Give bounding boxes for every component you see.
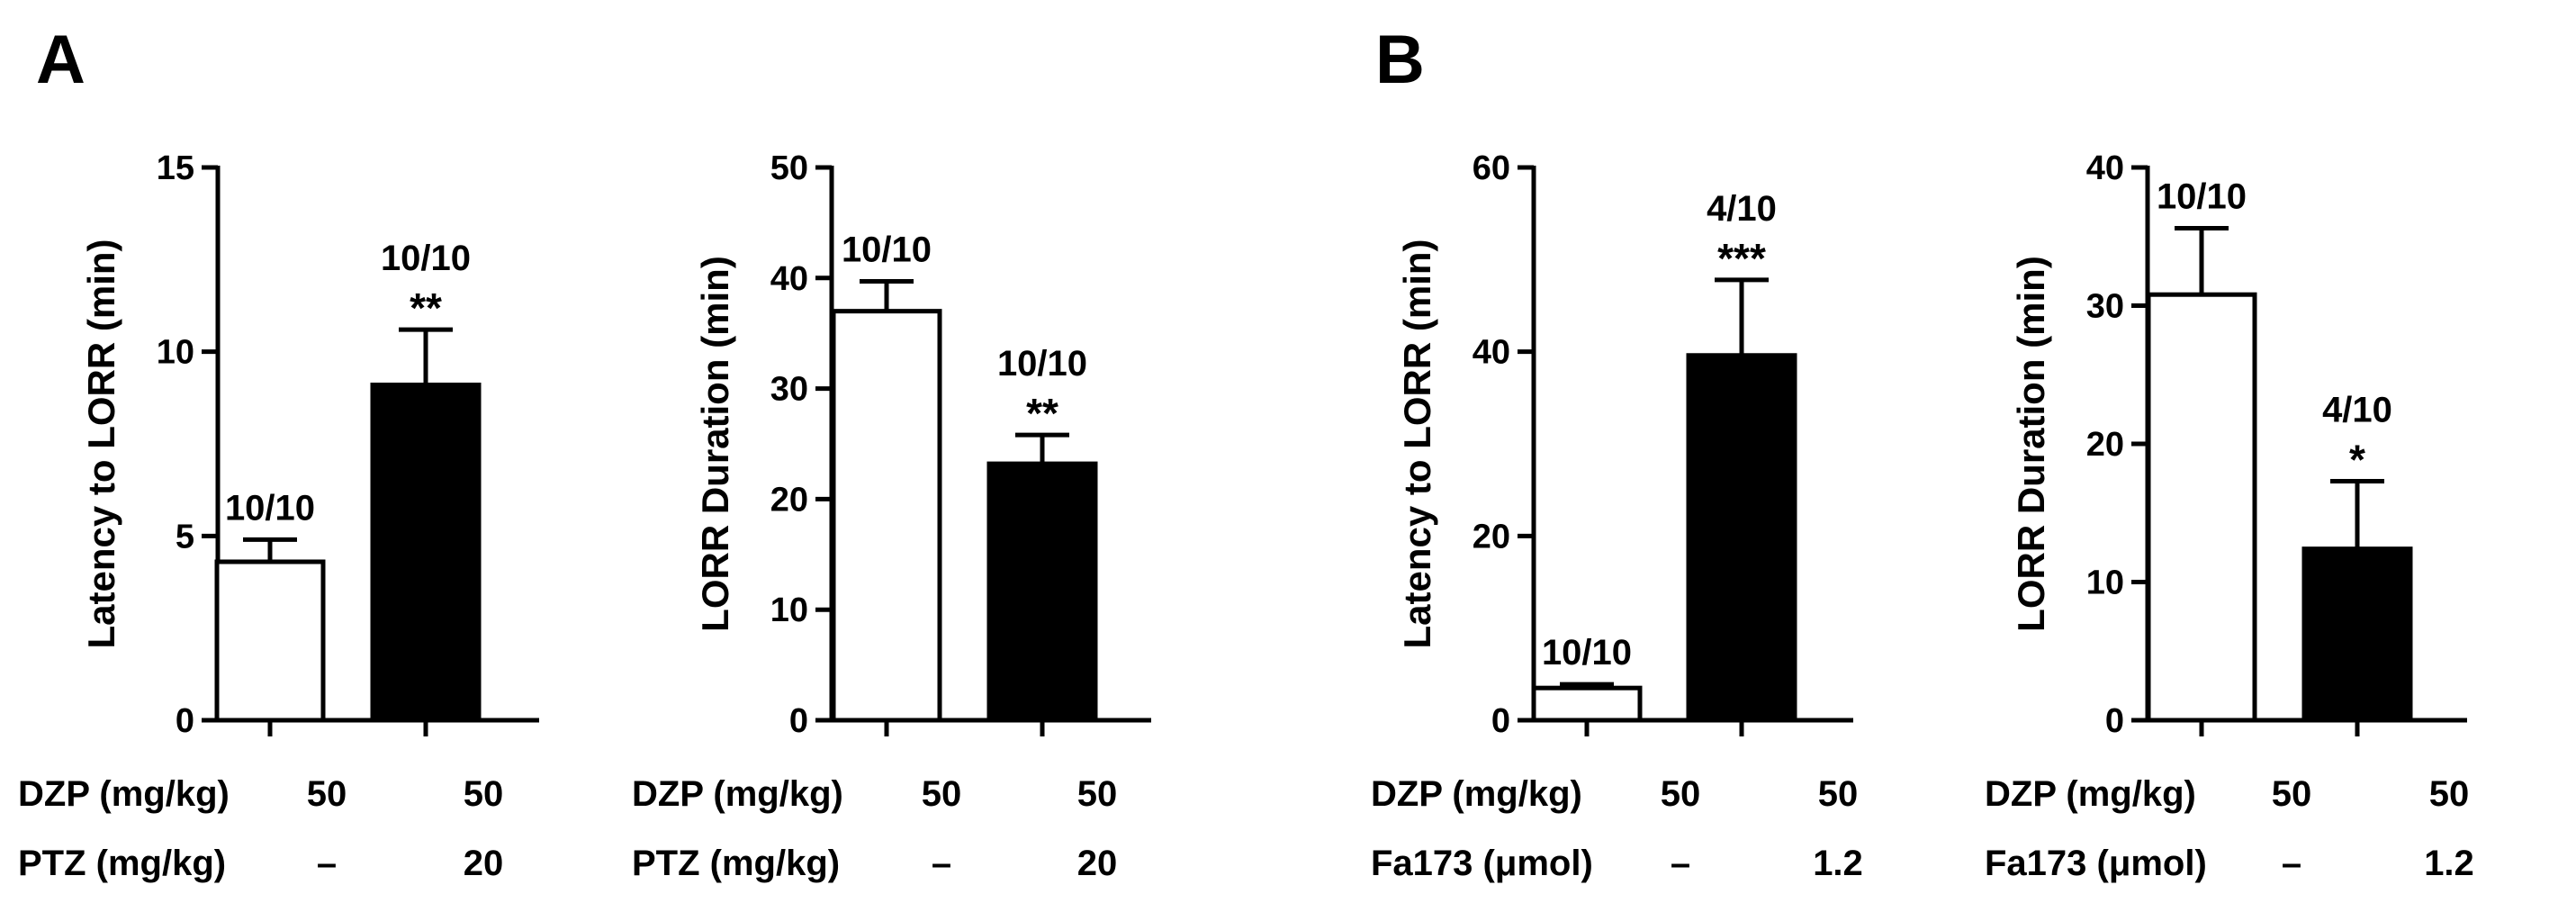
panels-layer: A 0 5 10 15 Latency to LORR (min) 10/10 ** 10/10… [18, 22, 2474, 883]
bar [1686, 353, 1797, 723]
bar-group: 10/10 [214, 488, 326, 736]
response-ratio-label: 10/10 [225, 488, 315, 528]
y-tick-label: 10 [770, 591, 808, 629]
condition-row-label: PTZ (mg/kg) [632, 844, 840, 883]
y-tick-label: 60 [1473, 149, 1510, 187]
condition-row-label: Fa173 (μmol) [1985, 844, 2207, 883]
significance-marker: *** [1717, 235, 1766, 282]
condition-row-label: DZP (mg/kg) [632, 774, 843, 814]
bar-group: ** 10/10 [370, 239, 482, 736]
y-tick-label: 20 [770, 481, 808, 519]
bar [1531, 685, 1643, 723]
condition-row-value: 20 [1077, 844, 1118, 883]
condition-row-value: – [317, 844, 337, 883]
condition-row-value: 50 [2272, 774, 2312, 814]
condition-row-value: 50 [2429, 774, 2470, 814]
y-tick-label: 5 [176, 518, 194, 555]
bar [370, 383, 482, 723]
y-tick-label: 0 [2105, 702, 2124, 740]
condition-row-value: 50 [464, 774, 504, 814]
y-tick-label: 20 [2086, 426, 2124, 464]
significance-marker: * [2349, 436, 2365, 483]
response-ratio-label: 4/10 [2322, 390, 2392, 429]
bar-group: *** 4/10 [1686, 189, 1797, 736]
condition-row-label: PTZ (mg/kg) [18, 844, 226, 883]
condition-row-value: 50 [1077, 774, 1118, 814]
significance-marker: ** [1026, 390, 1058, 437]
bar-chart: 0 20 40 60 Latency to LORR (min) 10/10 *** 4/10… [1371, 149, 1863, 883]
condition-row-value: 50 [1661, 774, 1701, 814]
response-ratio-label: 10/10 [842, 230, 932, 269]
bar [214, 559, 326, 723]
response-ratio-label: 10/10 [1542, 633, 1632, 673]
bar [831, 309, 942, 723]
panel-letter: A [36, 22, 86, 98]
y-tick-label: 40 [2086, 149, 2124, 187]
significance-marker: ** [410, 284, 442, 331]
bar-chart: 0 10 20 30 40 LORR Duration (min) 10/10 * 4/10 DZ… [1985, 149, 2474, 883]
panel-b: B 0 20 40 60 Latency to LORR (min) 10/10 *** 4/1… [1371, 22, 2474, 883]
y-tick-label: 0 [176, 702, 194, 740]
condition-row-label: DZP (mg/kg) [1371, 774, 1582, 814]
y-axis-title: LORR Duration (min) [2010, 256, 2052, 632]
bar-group: * 4/10 [2301, 390, 2413, 736]
bar-group: ** 10/10 [986, 344, 1098, 736]
y-tick-label: 0 [789, 702, 808, 740]
condition-row-value: 20 [464, 844, 504, 883]
y-tick-label: 40 [1473, 334, 1510, 372]
y-axis-title: Latency to LORR (min) [1396, 239, 1438, 648]
y-tick-label: 10 [157, 334, 194, 372]
bar [986, 461, 1098, 723]
condition-row-value: 50 [922, 774, 962, 814]
y-axis-title: Latency to LORR (min) [80, 239, 122, 648]
condition-row-value: – [1671, 844, 1690, 883]
condition-row-label: Fa173 (μmol) [1371, 844, 1593, 883]
y-tick-label: 10 [2086, 564, 2124, 602]
panel-a: A 0 5 10 15 Latency to LORR (min) 10/10 ** 10/10… [18, 22, 1151, 883]
condition-row-value: – [932, 844, 951, 883]
y-tick-label: 30 [770, 371, 808, 409]
y-tick-label: 20 [1473, 518, 1510, 555]
y-tick-label: 40 [770, 260, 808, 298]
bar [2146, 292, 2257, 723]
bar-group: 10/10 [1531, 633, 1643, 736]
condition-row-label: DZP (mg/kg) [1985, 774, 2196, 814]
condition-row-value: 1.2 [1813, 844, 1863, 883]
y-tick-label: 0 [1491, 702, 1510, 740]
condition-row-value: 50 [307, 774, 347, 814]
y-tick-label: 30 [2086, 288, 2124, 326]
condition-row-label: DZP (mg/kg) [18, 774, 230, 814]
panel-letter: B [1375, 22, 1425, 98]
y-tick-label: 50 [770, 149, 808, 187]
condition-row-value: 50 [1818, 774, 1859, 814]
bar-group: 10/10 [831, 230, 942, 736]
response-ratio-label: 10/10 [997, 344, 1087, 384]
bar-group: 10/10 [2146, 177, 2257, 736]
response-ratio-label: 4/10 [1707, 189, 1777, 229]
y-tick-label: 15 [157, 149, 194, 187]
y-axis-title: LORR Duration (min) [694, 256, 736, 632]
response-ratio-label: 10/10 [2157, 177, 2247, 217]
condition-row-value: 1.2 [2424, 844, 2474, 883]
bar-chart: 0 5 10 15 Latency to LORR (min) 10/10 ** 10/10 D… [18, 149, 539, 883]
bar-chart: 0 10 20 30 40 50 LORR Duration (min) 10/10 ** 10/… [632, 149, 1151, 883]
condition-row-value: – [2282, 844, 2301, 883]
bar [2301, 546, 2413, 723]
response-ratio-label: 10/10 [381, 239, 471, 278]
